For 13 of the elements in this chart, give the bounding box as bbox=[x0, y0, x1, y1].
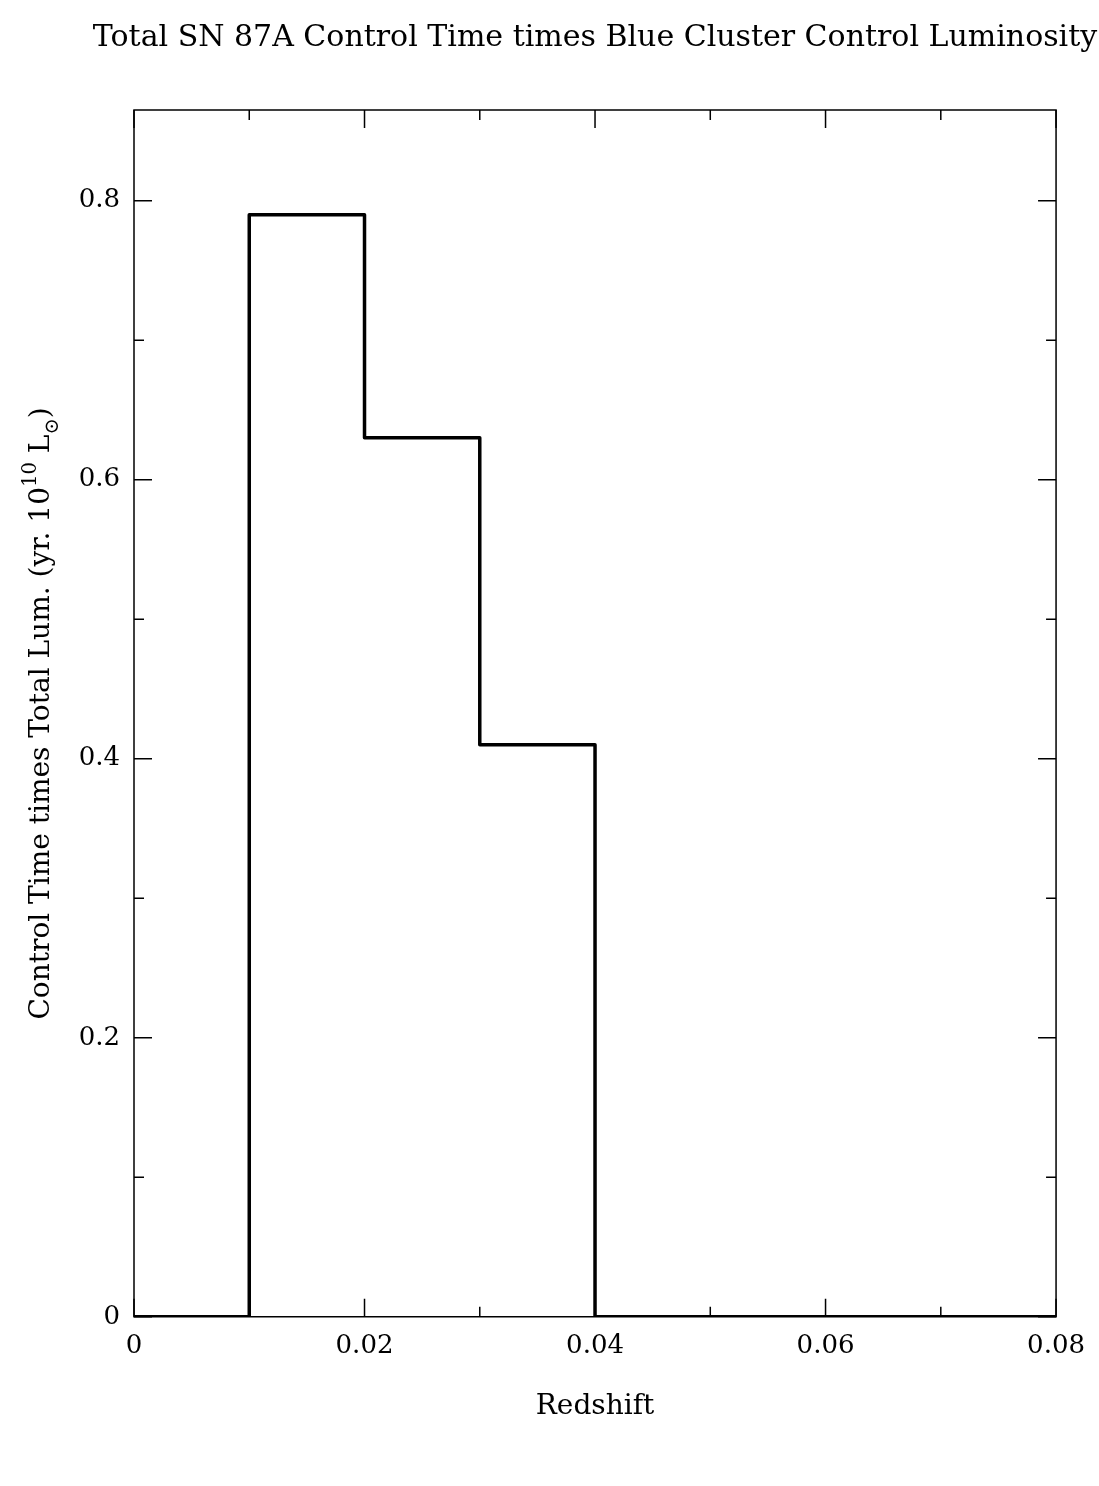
x-tick-label: 0.06 bbox=[796, 1329, 855, 1360]
x-axis-title: Redshift bbox=[535, 1388, 656, 1422]
y-tick-label: 0.4 bbox=[78, 741, 120, 772]
x-tick-label: 0 bbox=[125, 1329, 143, 1360]
x-tick-label: 0.04 bbox=[566, 1329, 624, 1360]
y-tick-label: 0.6 bbox=[78, 462, 120, 493]
x-tick-label: 0.02 bbox=[335, 1329, 394, 1360]
y-tick-label: 0.2 bbox=[78, 1020, 120, 1051]
y-axis-title: Control Time times Total Lum. (yr. 1010 L⊙) bbox=[17, 407, 64, 1020]
x-tick-label: 0.08 bbox=[1027, 1329, 1085, 1360]
y-tick-label: 0.8 bbox=[78, 183, 120, 214]
chart-title: Total SN 87A Control Time times Blue Cluster Control Luminosity bbox=[92, 17, 1098, 53]
y-tick-label: 0 bbox=[103, 1299, 120, 1330]
